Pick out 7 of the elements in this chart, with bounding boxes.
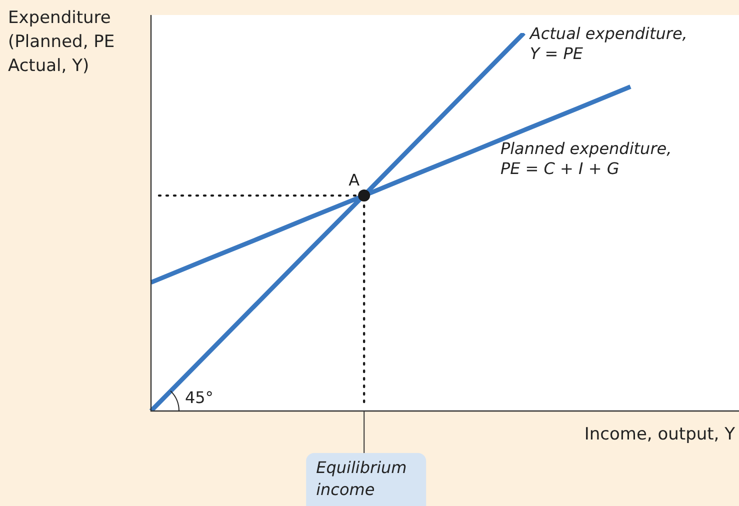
- y-axis-title: Expenditure (Planned, PE Actual, Y): [8, 8, 115, 76]
- x-axis-title: Income, output, Y: [584, 424, 736, 444]
- text: Equilibrium income: [316, 458, 407, 500]
- annotation: A: [348, 170, 360, 190]
- series-label: Planned expenditure, PE = C + I + G: [500, 138, 672, 178]
- series-label: Actual expenditure, Y = PE: [528, 24, 688, 64]
- annotation: 45°: [185, 388, 214, 408]
